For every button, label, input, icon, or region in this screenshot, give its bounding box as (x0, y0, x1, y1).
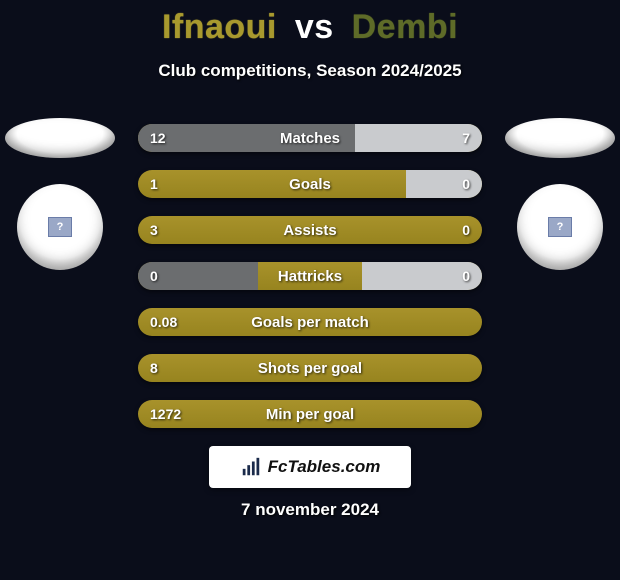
date-label: 7 november 2024 (0, 500, 620, 520)
stat-label: Goals (138, 170, 482, 198)
chart-icon (240, 456, 262, 478)
stat-value-right: 7 (462, 124, 470, 152)
player2-country-flag (505, 118, 615, 158)
source-badge-text: FcTables.com (268, 457, 381, 477)
stat-label: Matches (138, 124, 482, 152)
image-placeholder-icon (48, 217, 72, 237)
player2-club-flag (517, 184, 603, 270)
stat-label: Assists (138, 216, 482, 244)
vs-label: vs (295, 8, 334, 46)
stat-value-right: 0 (462, 262, 470, 290)
stat-label: Min per goal (138, 400, 482, 428)
stat-value-right: 0 (462, 216, 470, 244)
comparison-title: Ifnaoui vs Dembi (0, 0, 620, 47)
player1-side (0, 118, 120, 270)
source-badge: FcTables.com (209, 446, 411, 488)
player1-country-flag (5, 118, 115, 158)
player2-name: Dembi (352, 8, 458, 46)
stat-bar: 0.08Goals per match (138, 308, 482, 336)
stat-bar: 1272Min per goal (138, 400, 482, 428)
stat-value-right: 0 (462, 170, 470, 198)
stat-bar: 12Matches7 (138, 124, 482, 152)
player1-club-flag (17, 184, 103, 270)
player2-side (500, 118, 620, 270)
stat-label: Hattricks (138, 262, 482, 290)
stat-bar: 3Assists0 (138, 216, 482, 244)
stat-bars: 12Matches71Goals03Assists00Hattricks00.0… (138, 124, 482, 428)
stat-bar: 8Shots per goal (138, 354, 482, 382)
stat-bar: 1Goals0 (138, 170, 482, 198)
stat-bar: 0Hattricks0 (138, 262, 482, 290)
subtitle: Club competitions, Season 2024/2025 (0, 61, 620, 81)
player1-name: Ifnaoui (162, 8, 277, 46)
stat-label: Shots per goal (138, 354, 482, 382)
image-placeholder-icon (548, 217, 572, 237)
stat-label: Goals per match (138, 308, 482, 336)
